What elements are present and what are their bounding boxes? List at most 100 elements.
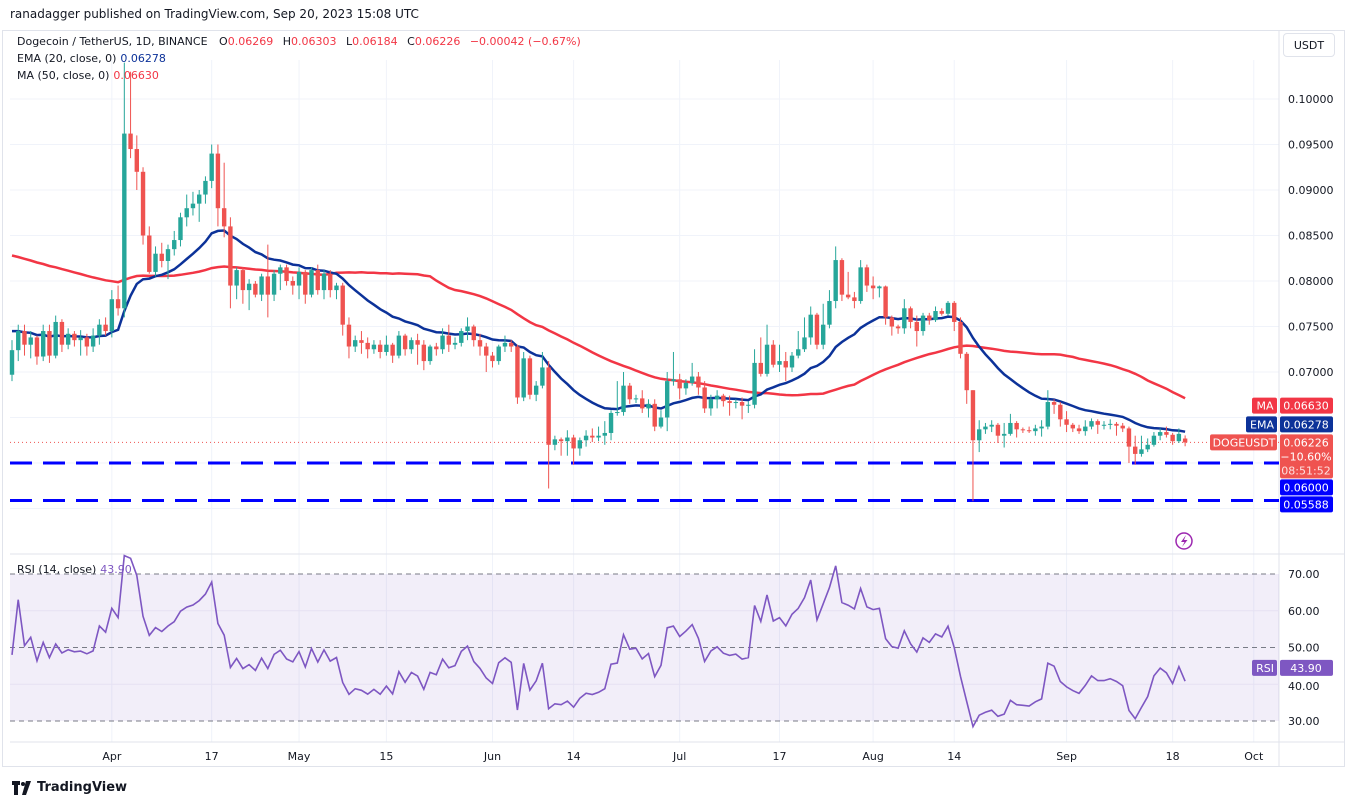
candle-body: [359, 340, 364, 343]
candle: [627, 382, 632, 404]
candle-body: [365, 342, 370, 350]
candle: [384, 335, 389, 356]
ema-20-line: [12, 229, 1186, 433]
candle-body: [190, 203, 196, 209]
candle-body: [253, 283, 258, 295]
candle: [459, 328, 464, 347]
candle: [172, 230, 177, 256]
candle: [1157, 428, 1163, 441]
time-tick-label: 14: [567, 750, 581, 763]
candle: [839, 258, 845, 302]
candle-body: [278, 267, 283, 274]
candle: [1076, 424, 1082, 434]
ema-price-tag-bg: [1280, 416, 1333, 433]
candle: [434, 342, 439, 356]
candle: [902, 299, 907, 334]
candle: [1108, 419, 1113, 430]
candle: [671, 351, 676, 386]
candle-body: [47, 331, 52, 356]
candle-body: [633, 398, 639, 400]
candle: [452, 337, 458, 350]
ma-legend[interactable]: MA (50, close, 0) 0.06630: [17, 69, 159, 82]
candle: [714, 390, 720, 409]
candle-body: [103, 324, 108, 332]
last-price-tag-bg: [1280, 434, 1333, 479]
candle: [983, 422, 988, 434]
candle-body: [864, 267, 870, 286]
candle: [646, 399, 651, 418]
candle-body: [833, 260, 838, 302]
candle: [1133, 435, 1138, 465]
candle-body: [334, 285, 339, 291]
candle-body: [814, 314, 820, 345]
candle: [608, 410, 614, 441]
footer-brand[interactable]: TradingView: [12, 780, 127, 795]
symbol-title[interactable]: Dogecoin / TetherUS, 1D, BINANCE: [17, 35, 208, 48]
candle-body: [877, 286, 882, 289]
candle: [78, 330, 83, 356]
candle-body: [1039, 426, 1044, 429]
candle-body: [203, 180, 208, 195]
candle: [321, 270, 327, 300]
candle: [758, 337, 763, 377]
candle: [640, 390, 645, 413]
ema-name-tag-bg: [1246, 416, 1277, 433]
rsi-legend[interactable]: RSI (14, close) 43.90: [17, 563, 132, 576]
candle: [995, 422, 1001, 443]
candle-body: [590, 435, 595, 438]
candle-body: [178, 217, 183, 241]
candle: [22, 324, 27, 356]
candle: [484, 342, 489, 372]
candle-body: [615, 412, 620, 414]
candle-body: [908, 308, 913, 322]
candle: [721, 393, 726, 407]
candle: [402, 333, 408, 356]
candle: [415, 333, 420, 365]
candle: [590, 428, 595, 443]
ema-legend[interactable]: EMA (20, close, 0) 0.06278: [17, 52, 166, 65]
candle: [228, 217, 233, 309]
candle: [783, 351, 788, 382]
change-value: −0.00042 (−0.67%): [469, 35, 581, 48]
candle: [359, 331, 364, 354]
candle: [477, 333, 483, 356]
candle: [134, 135, 139, 190]
candle: [390, 342, 395, 363]
candle-body: [1101, 424, 1107, 426]
candle: [764, 324, 770, 377]
candle-body: [1157, 432, 1163, 436]
candle: [122, 62, 127, 318]
lightning-bolt-icon[interactable]: [1175, 532, 1193, 550]
close-value: 0.06226: [414, 35, 461, 48]
candle-body: [328, 273, 333, 291]
candle: [1020, 427, 1026, 433]
candle-body: [309, 270, 314, 295]
rsi-label: RSI (14, close): [17, 563, 97, 576]
candle-body: [808, 314, 813, 338]
candle: [1126, 426, 1132, 463]
symbol-legend: Dogecoin / TetherUS, 1D, BINANCE O0.0626…: [17, 35, 581, 48]
candle-body: [496, 346, 501, 362]
candle-body: [240, 270, 246, 291]
candle-body: [608, 412, 614, 433]
currency-button[interactable]: USDT: [1283, 33, 1335, 57]
candle-body: [284, 267, 289, 281]
time-tick-label: 18: [1166, 750, 1180, 763]
candle: [789, 351, 795, 372]
candle-body: [665, 381, 670, 418]
candle-body: [84, 337, 90, 347]
candle: [870, 276, 876, 300]
candle: [877, 285, 882, 298]
candle: [1033, 424, 1038, 436]
candle-body: [945, 302, 951, 314]
ma-price-tag-bg: [1280, 397, 1333, 414]
candle-body: [1164, 432, 1169, 435]
candle: [633, 394, 639, 403]
candle: [864, 264, 870, 292]
candle: [290, 276, 295, 295]
candle-body: [702, 387, 707, 409]
candle-body: [527, 358, 533, 395]
candle: [90, 328, 96, 352]
candle-body: [221, 208, 227, 227]
